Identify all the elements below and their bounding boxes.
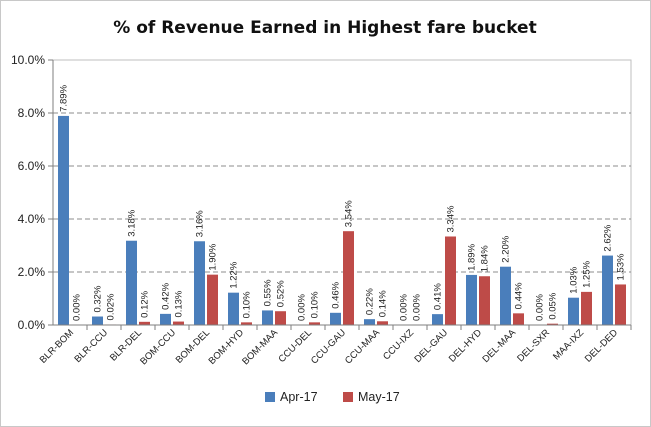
data-label: 0.05% [548, 292, 559, 319]
bar-apr-17-bom-del [194, 241, 205, 325]
bar-apr-17-blr-ccu [92, 316, 103, 325]
data-label: 0.00% [412, 294, 423, 321]
bar-apr-17-blr-bom [58, 115, 69, 325]
bar-may-17-ccu-maa [377, 321, 388, 325]
x-category-label: BLR-BOM [38, 327, 76, 365]
y-tick-label: 10.0% [11, 53, 45, 67]
data-label: 0.12% [140, 290, 151, 317]
data-label: 3.54% [344, 200, 355, 227]
data-label: 0.44% [514, 282, 525, 309]
data-label: 7.89% [59, 84, 70, 111]
x-category-label: MAA-IXZ [551, 327, 586, 362]
data-label: 1.25% [582, 260, 593, 287]
bar-apr-17-ccu-gau [330, 312, 341, 325]
bar-may-17-ccu-del [309, 322, 320, 325]
x-category-label: BLR-CCU [72, 327, 110, 365]
data-label: 0.00% [297, 294, 308, 321]
plot-area-border [52, 59, 632, 326]
bar-may-17-bom-hyd [241, 322, 252, 325]
bar-apr-17-del-hyd [466, 274, 477, 325]
bar-may-17-bom-ccu [173, 321, 184, 325]
data-label: 0.13% [174, 290, 185, 317]
bar-apr-17-bom-maa [262, 310, 273, 325]
x-category-label: BOM-HYD [207, 327, 247, 367]
bar-may-17-del-maa [513, 313, 524, 325]
data-label: 0.02% [106, 293, 117, 320]
data-label: 0.22% [365, 288, 376, 315]
chart-title: % of Revenue Earned in Highest fare buck… [113, 18, 536, 38]
data-label: 1.89% [467, 243, 478, 270]
legend-label-apr-17: Apr-17 [280, 390, 318, 404]
x-category-label: CCU-GAU [309, 327, 348, 366]
y-tick-label: 4.0% [18, 212, 46, 226]
data-labels: 7.89% 0.00% 0.32% 0.02% 3.18% 0.12% 0.42% 0.13%… [59, 84, 627, 321]
y-tick-label: 0.0% [18, 318, 46, 332]
x-category-label: BOM-MAA [240, 327, 280, 367]
bar-may-17-maa-ixz [581, 291, 592, 325]
data-label: 0.00% [72, 294, 83, 321]
data-label: 1.22% [229, 261, 240, 288]
data-label: 0.14% [378, 290, 389, 317]
bar-apr-17-bom-hyd [228, 292, 239, 325]
x-category-label: CCU-MAA [343, 327, 383, 367]
data-label: 1.84% [480, 245, 491, 272]
gridlines [53, 112, 631, 273]
data-label: 2.20% [501, 235, 512, 262]
data-label: 0.55% [263, 279, 274, 306]
legend: Apr-17 May-17 [265, 390, 400, 404]
bar-may-17-bom-del [207, 274, 218, 325]
data-label: 0.00% [399, 294, 410, 321]
x-category-label: DEL-GAU [412, 327, 450, 365]
data-label: 1.90% [208, 243, 219, 270]
bar-apr-17-ccu-maa [364, 319, 375, 325]
bar-may-17-bom-maa [275, 311, 286, 325]
y-tick-label: 8.0% [18, 106, 46, 120]
data-label: 0.52% [276, 280, 287, 307]
bar-apr-17-bom-ccu [160, 313, 171, 325]
bar-may-17-del-sxr [547, 323, 558, 325]
data-label: 3.18% [127, 209, 138, 236]
x-category-label: DEL-DED [583, 327, 620, 364]
legend-swatch-may-17 [343, 392, 353, 402]
data-label: 0.42% [161, 282, 172, 309]
data-label: 3.34% [446, 205, 457, 232]
x-category-label: CCU-IXZ [381, 327, 416, 362]
bar-may-17-blr-del [139, 321, 150, 325]
bar-may-17-del-ded [615, 284, 626, 325]
legend-label-may-17: May-17 [358, 390, 400, 404]
bar-apr-17-del-ded [602, 255, 613, 325]
y-tick-label: 2.0% [18, 265, 46, 279]
x-category-label: DEL-MAA [480, 327, 518, 365]
bar-apr-17-del-gau [432, 314, 443, 325]
data-label: 2.62% [603, 224, 614, 251]
x-category-label: BOM-CCU [138, 327, 178, 367]
y-tick-label: 6.0% [18, 159, 46, 173]
data-label: 1.03% [569, 266, 580, 293]
data-label: 3.16% [195, 210, 206, 237]
bar-apr-17-del-maa [500, 266, 511, 325]
bar-apr-17-maa-ixz [568, 297, 579, 325]
data-label: 0.32% [93, 285, 104, 312]
data-label: 0.10% [242, 291, 253, 318]
data-label: 0.46% [331, 281, 342, 308]
bars [58, 115, 626, 325]
bar-may-17-ccu-gau [343, 231, 354, 325]
bar-may-17-del-gau [445, 236, 456, 325]
legend-swatch-apr-17 [265, 392, 275, 402]
x-category-label: DEL-HYD [447, 327, 484, 364]
data-label: 0.41% [433, 283, 444, 310]
x-category-label: DEL-SXR [515, 327, 552, 364]
data-label: 0.10% [310, 291, 321, 318]
data-label: 0.00% [535, 294, 546, 321]
data-label: 1.53% [616, 253, 627, 280]
bar-may-17-del-hyd [479, 276, 490, 325]
bar-apr-17-blr-del [126, 240, 137, 325]
